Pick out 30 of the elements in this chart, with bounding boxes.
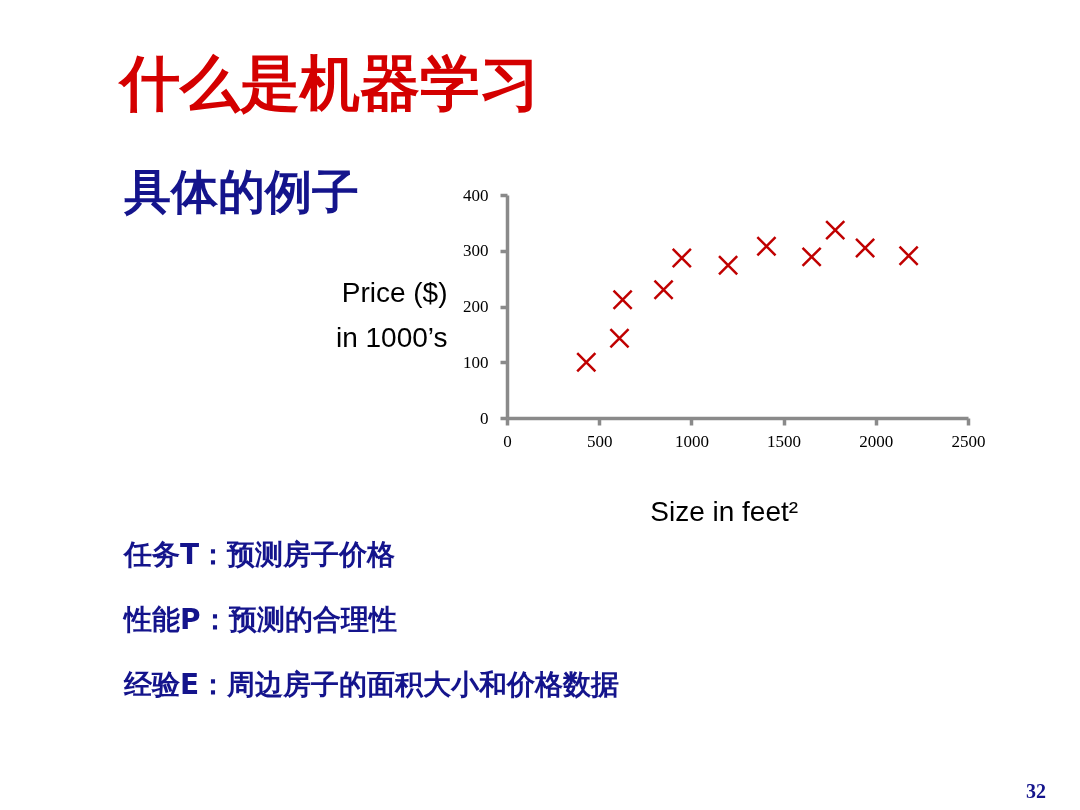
text: 性能P：预测的合理性 [122, 603, 397, 636]
y-tick-label: 0 [480, 408, 489, 428]
x-tick-label: 1500 [767, 431, 802, 451]
x-tick-label: 500 [586, 431, 613, 451]
point [575, 351, 597, 373]
y-tick-label: 300 [463, 241, 489, 261]
text: 经验E：周边房子的面积大小和价格数据 [123, 668, 620, 701]
point [801, 246, 822, 268]
point [854, 237, 876, 259]
x-tick-label: 0 [503, 431, 512, 451]
x-tick-label: 1000 [674, 431, 709, 451]
chart-title: 什么是机器学习 [117, 48, 540, 118]
point [612, 289, 633, 311]
point [756, 235, 777, 257]
chart-subtitle: 具体的例子 [123, 164, 359, 219]
y-tick-label: 100 [463, 352, 489, 372]
y-axis-title: Price ($) in 1000’s [335, 276, 448, 353]
point [653, 279, 674, 301]
y-tick-label: 200 [463, 297, 489, 316]
point [898, 245, 919, 267]
y-tick-label: 400 [463, 185, 489, 205]
point [609, 327, 630, 349]
x-tick-label: 2500 [951, 431, 986, 451]
point [824, 219, 846, 241]
x-tick-label: 2000 [859, 431, 894, 451]
point [671, 247, 693, 269]
x-axis-title: Size in feet² [650, 495, 799, 527]
text: 任务T：预测房子价格 [123, 538, 396, 571]
text: 32 [1026, 780, 1046, 802]
point [717, 254, 739, 276]
